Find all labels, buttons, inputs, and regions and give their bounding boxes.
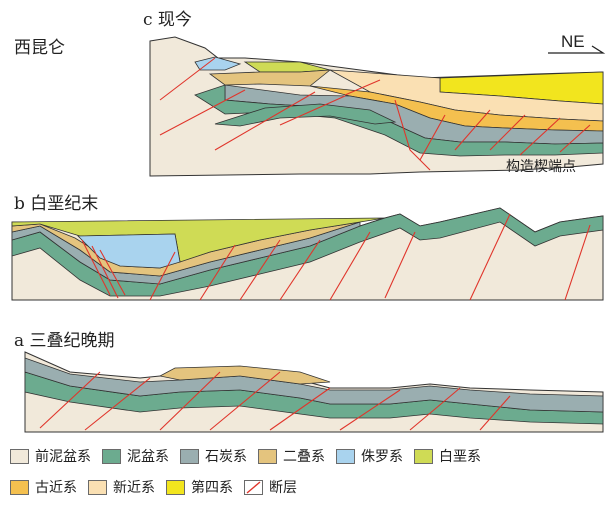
legend-label: 第四系: [191, 480, 233, 496]
section-b-diagram: [11, 207, 604, 301]
legend-label: 石炭系: [205, 449, 247, 465]
section-a-faults: [39, 371, 511, 431]
section-c-thrust-sheet: [214, 103, 397, 127]
section-c-faults: [159, 57, 591, 171]
legend-swatch: [180, 448, 199, 464]
legend-item: 新近系: [88, 477, 155, 497]
cross-section-svg: [11, 36, 606, 433]
legend-item: 石炭系: [180, 446, 247, 466]
section-b-jurassic: [77, 233, 181, 269]
legend-item: 二叠系: [258, 446, 325, 466]
direction-arrow: [548, 45, 606, 54]
legend-swatch: [88, 479, 107, 495]
legend-label: 古近系: [35, 480, 77, 496]
legend-row-1: 前泥盆系 泥盆系 石炭系 二叠系 侏罗系 白垩系: [10, 445, 610, 467]
section-b-title: b 白垩纪末: [14, 194, 99, 214]
legend-item: 古近系: [10, 477, 77, 497]
legend-row-2: 古近系 新近系 第四系 断层: [10, 476, 610, 498]
fault-swatch-icon: [244, 479, 263, 495]
legend-label: 泥盆系: [127, 449, 169, 465]
wedge-point-label: 构造楔端点: [506, 159, 576, 175]
legend-label: 二叠系: [283, 449, 325, 465]
section-b-cretaceous: [11, 217, 386, 263]
legend-item: 前泥盆系: [10, 446, 91, 466]
legend-swatch: [166, 479, 185, 495]
region-label-west: 西昆仑: [14, 38, 65, 58]
legend-swatch: [10, 448, 29, 464]
legend-item: 断层: [244, 477, 297, 497]
section-c-diagram: [149, 36, 606, 177]
legend-label: 白垩系: [439, 449, 481, 465]
section-a-title: a 三叠纪晚期: [14, 331, 115, 351]
section-a-permian: [158, 365, 331, 385]
legend-item: 泥盆系: [102, 446, 169, 466]
legend-label: 新近系: [113, 480, 155, 496]
legend-label: 侏罗系: [361, 449, 403, 465]
legend-item: 侏罗系: [336, 446, 403, 466]
legend-swatch: [336, 448, 355, 464]
section-b-faults: [81, 213, 591, 301]
section-a-diagram: [24, 351, 604, 433]
legend-label: 前泥盆系: [35, 449, 91, 465]
legend: 前泥盆系 泥盆系 石炭系 二叠系 侏罗系 白垩系: [10, 445, 610, 507]
direction-label: NE: [561, 32, 585, 51]
section-c-jurassic: [194, 56, 242, 71]
legend-swatch: [10, 479, 29, 495]
legend-item: 第四系: [166, 477, 233, 497]
legend-swatch: [102, 448, 121, 464]
legend-label: 断层: [269, 480, 297, 496]
legend-item: 白垩系: [414, 446, 481, 466]
legend-swatch: [258, 448, 277, 464]
section-c-permian: [208, 69, 332, 87]
section-c-devonian: [194, 84, 604, 157]
section-c-title: c 现今: [143, 10, 192, 30]
legend-swatch: [414, 448, 433, 464]
